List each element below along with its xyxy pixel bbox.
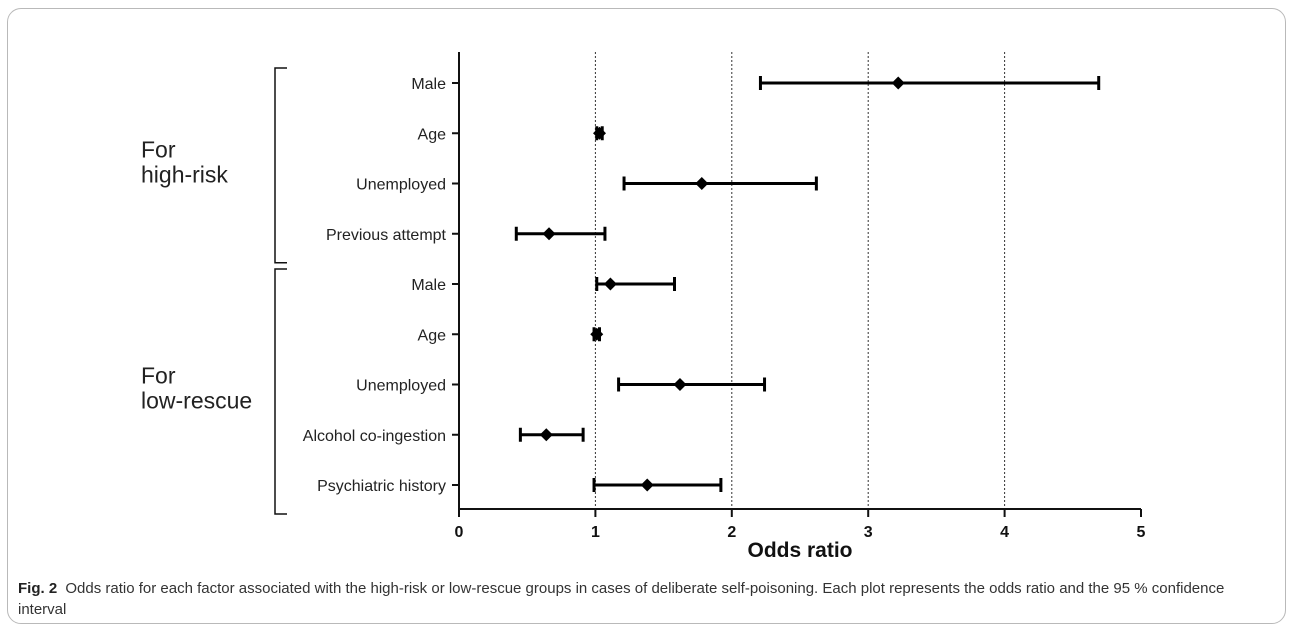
group-1-label-line-1: For [141,136,176,162]
group-2-label-line-2: low-rescue [141,388,252,414]
group-1-bracket [274,67,287,264]
group-2-row-1-or-marker [603,277,617,291]
group-2-bracket [274,268,287,515]
group-2-row-2-label: Age [418,327,447,344]
x-tick-label-0: 0 [455,524,464,541]
group-2-row-5-label: Psychiatric history [317,478,446,495]
group-2-row-5-or-marker [640,478,654,492]
x-tick-label-2: 2 [727,524,736,541]
group-1-row-2-label: Age [418,126,447,143]
group-1-row-3-label: Unemployed [356,177,446,194]
group-1-row-2-or-marker [592,126,606,140]
x-axis-title: Odds ratio [747,539,852,562]
group-2-row-4-or-marker [539,428,553,442]
group-1-row-4-label: Previous attempt [326,227,447,244]
group-1-row-4-or-marker [542,227,556,241]
figure-caption: Fig. 2 Odds ratio for each factor associ… [18,578,1258,620]
figure-frame [7,8,1286,624]
x-tick-label-4: 4 [1000,524,1009,541]
group-1-row-3-or-marker [695,177,709,190]
x-tick-label-3: 3 [864,524,873,541]
caption-text: Odds ratio for each factor associated wi… [18,580,1225,618]
group-2-row-2-or-marker [590,327,604,341]
group-2-row-3-label: Unemployed [356,378,446,395]
group-2-row-1-label: Male [411,277,446,294]
forest-plot: 0 1 2 3 4 5 Odds ratio Male Age Unemployed Previou… [141,52,1146,562]
group-2-label-line-1: For [141,363,176,389]
group-2-row-4-label: Alcohol co-ingestion [303,428,446,445]
x-tick-label-1: 1 [591,524,600,541]
x-tick-label-5: 5 [1137,524,1146,541]
figure-number: Fig. 2 [18,580,58,597]
group-1-row-1-label: Male [411,76,446,93]
group-1-row-1-or-marker [891,76,905,90]
group-2-row-3-or-marker [673,378,687,391]
group-1-label-line-2: high-risk [141,161,228,187]
